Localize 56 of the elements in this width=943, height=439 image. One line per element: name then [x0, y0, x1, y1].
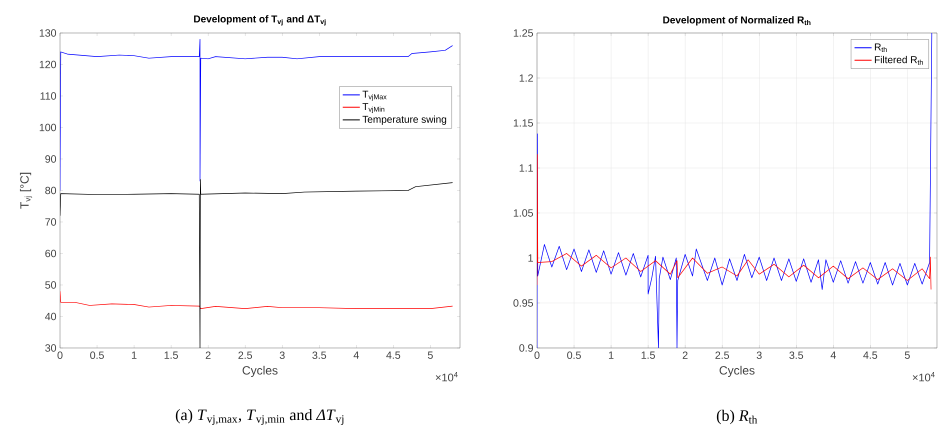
- y-tick-label: 90: [45, 155, 56, 163]
- y-tick-label: 1.2: [520, 74, 533, 82]
- text: (b) R$_{th}$: [716, 410, 758, 424]
- chart-title: Development of Normalized R$_{th}$: [663, 16, 810, 26]
- x-tick-label: 2.5: [715, 352, 730, 359]
- y-tick-label: 0.95: [513, 299, 534, 307]
- x-tick-label: 2: [206, 352, 211, 359]
- y-axis-title: T$_{vj}$ [°C]: [20, 172, 32, 209]
- x-tick-label: 4: [830, 352, 836, 359]
- y-tick-label: 60: [45, 250, 56, 258]
- x-tick-label: 3.5: [312, 352, 326, 359]
- x-tick-label: 1.5: [164, 352, 178, 359]
- x-axis-title: Cycles: [242, 366, 278, 378]
- chart-title: Development of T$_{vj}$ and ΔT$_{vj}$: [194, 15, 326, 26]
- x-tick-label: 0.5: [567, 352, 581, 359]
- line-series: [60, 179, 453, 348]
- y-tick-label: 30: [45, 344, 56, 352]
- x-tick-label: 4: [354, 352, 359, 359]
- text: (a) T$_{vj,max}$, T$_{vj,min}$ and ΔT$_{vj}$: [176, 408, 344, 426]
- legend-label: Temperature swing: [362, 116, 446, 125]
- x-tick-label: 2.5: [238, 352, 252, 359]
- x-tick-label: 1: [608, 352, 614, 359]
- y-tick-label: 1.15: [514, 119, 534, 127]
- y-tick-label: 110: [40, 92, 56, 100]
- y-tick-label: 1: [528, 254, 533, 262]
- y-tick-label: 1.05: [514, 209, 534, 217]
- x-tick-label: 2: [682, 352, 688, 359]
- x-tick-label: 3: [756, 352, 762, 359]
- x-tick-label: 0.5: [90, 352, 104, 359]
- y-tick-label: 40: [45, 312, 56, 320]
- y-tick-label: 0.9: [519, 344, 533, 352]
- y-tick-label: 130: [40, 29, 56, 37]
- y-tick-label: 1.1: [520, 164, 533, 172]
- x-tick-label: 5: [428, 352, 433, 359]
- y-tick-label: 50: [45, 281, 56, 289]
- x-tick-label: 4.5: [863, 352, 878, 359]
- y-tick-label: 80: [45, 186, 56, 194]
- x-tick-label: 5: [904, 352, 910, 359]
- legend-label: Filtered R$_{th}$: [874, 56, 923, 65]
- x-tick-label: 4.5: [386, 352, 400, 359]
- y-tick-label: 120: [40, 60, 56, 68]
- legend-label: T$_{vjMax}$: [362, 90, 387, 101]
- x-axis-title: Cycles: [720, 366, 755, 378]
- text: ×10$^{4}$: [436, 372, 458, 382]
- legend-label: R$_{th}$: [874, 43, 887, 52]
- x-tick-label: 0: [534, 352, 540, 359]
- legend-label: T$_{vjMin}$: [362, 103, 384, 114]
- x-tick-label: 0: [58, 352, 63, 359]
- y-tick-label: 100: [40, 124, 56, 132]
- x-tick-label: 1: [132, 352, 136, 359]
- text: ×10$^{4}$: [912, 372, 935, 382]
- y-tick-label: 1.25: [514, 29, 534, 37]
- x-tick-label: 1.5: [642, 352, 655, 359]
- y-tick-label: 70: [45, 218, 56, 226]
- x-tick-label: 3: [280, 352, 285, 359]
- x-tick-label: 3.5: [789, 352, 804, 359]
